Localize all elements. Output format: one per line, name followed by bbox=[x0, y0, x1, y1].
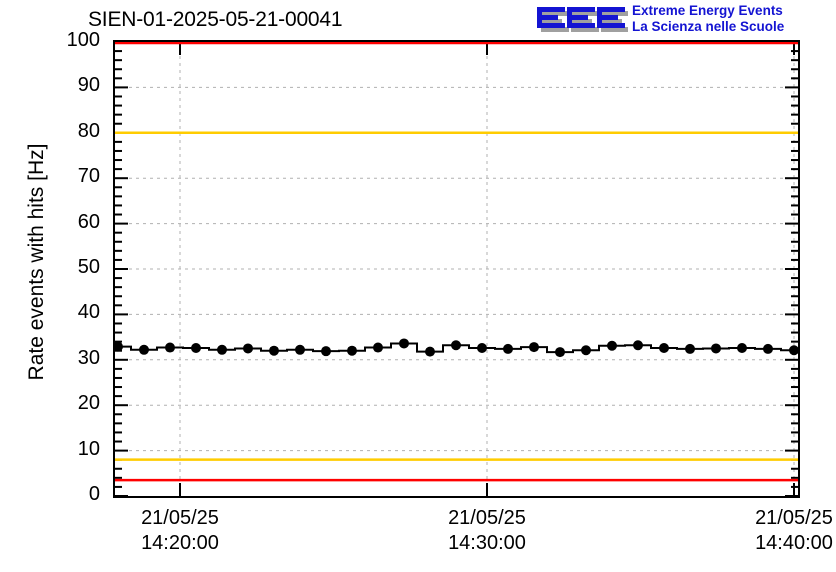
x-tick-label: 21/05/25 14:30:00 bbox=[397, 506, 577, 556]
y-tick-label: 70 bbox=[77, 165, 100, 188]
data-point-marker bbox=[503, 343, 513, 354]
x-tick-date: 21/05/25 bbox=[448, 507, 526, 529]
data-point-marker bbox=[347, 345, 357, 356]
plot-area bbox=[113, 40, 800, 498]
data-point-marker bbox=[269, 345, 279, 356]
data-point-marker bbox=[581, 345, 591, 356]
page-title: SIEN-01-2025-05-21-00041 bbox=[88, 8, 343, 31]
data-point-marker bbox=[191, 342, 201, 353]
data-point-marker bbox=[607, 340, 617, 351]
data-point-marker bbox=[451, 340, 461, 351]
y-tick-label: 60 bbox=[77, 210, 100, 233]
data-point-marker bbox=[763, 343, 773, 354]
y-tick-label: 90 bbox=[77, 74, 100, 97]
x-tick-date: 21/05/25 bbox=[141, 507, 219, 529]
x-tick-label: 21/05/25 14:40:00 bbox=[704, 506, 836, 556]
data-point-marker bbox=[633, 340, 643, 351]
plot-canvas bbox=[115, 42, 798, 496]
logo-line-1: Extreme Energy Events bbox=[632, 3, 783, 18]
eee-logo-text: Extreme Energy Events La Scienza nelle S… bbox=[632, 3, 784, 35]
data-point-marker bbox=[555, 347, 565, 358]
data-point-marker bbox=[685, 343, 695, 354]
x-tick-time: 14:40:00 bbox=[755, 532, 833, 554]
data-point-marker bbox=[477, 342, 487, 353]
data-point-marker bbox=[711, 343, 721, 354]
y-tick-label: 40 bbox=[77, 301, 100, 324]
x-tick-label: 21/05/25 14:20:00 bbox=[90, 506, 270, 556]
y-tick-label: 30 bbox=[77, 346, 100, 369]
data-point-marker bbox=[659, 342, 669, 353]
y-tick-label: 0 bbox=[88, 483, 100, 505]
data-point-marker bbox=[321, 346, 331, 357]
y-tick-label: 20 bbox=[77, 392, 100, 415]
data-point-marker bbox=[399, 338, 409, 349]
x-tick-time: 14:20:00 bbox=[141, 532, 219, 554]
data-point-marker bbox=[373, 342, 383, 353]
eee-logo: Extreme Energy Events La Scienza nelle S… bbox=[536, 2, 836, 40]
x-tick-time: 14:30:00 bbox=[448, 532, 526, 554]
logo-line-2: La Scienza nelle Scuole bbox=[632, 19, 785, 34]
y-tick-label: 50 bbox=[77, 256, 100, 278]
data-point-marker bbox=[243, 343, 253, 354]
x-tick-date: 21/05/25 bbox=[755, 507, 833, 529]
data-point-marker bbox=[425, 346, 435, 357]
data-point-marker bbox=[139, 344, 149, 355]
data-point-marker bbox=[529, 342, 539, 353]
data-point-marker bbox=[737, 342, 747, 353]
eee-logo-mark bbox=[537, 7, 628, 32]
y-tick-label: 80 bbox=[77, 119, 100, 142]
data-point-marker bbox=[295, 344, 305, 355]
data-point-marker bbox=[789, 345, 798, 356]
data-point-marker bbox=[115, 341, 123, 352]
data-point-marker bbox=[165, 342, 175, 353]
data-point-marker bbox=[217, 344, 227, 355]
y-tick-label: 100 bbox=[66, 29, 100, 51]
y-tick-label: 10 bbox=[77, 437, 100, 460]
